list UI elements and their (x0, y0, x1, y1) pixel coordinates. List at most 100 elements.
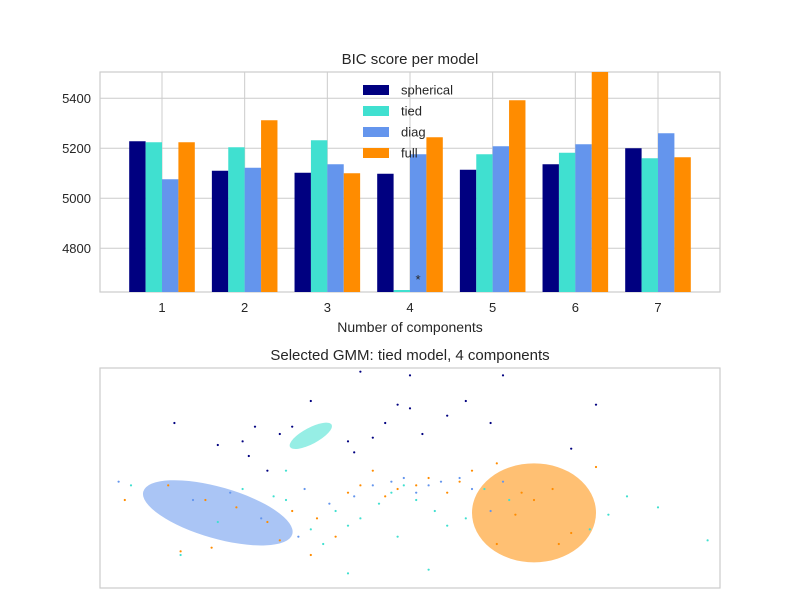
gmm-point (346, 440, 350, 443)
gmm-point (594, 465, 598, 469)
gmm-point (427, 484, 430, 487)
gmm-point (334, 535, 337, 538)
gmm-point (297, 535, 300, 538)
bic-x-tick-label: 5 (489, 300, 496, 315)
gmm-points (117, 370, 709, 575)
bic-bar-diag-2 (244, 167, 262, 292)
gmm-point (446, 414, 449, 417)
legend-label-diag: diag (401, 125, 426, 140)
gmm-point (179, 550, 182, 553)
bic-legend: spherical tied diag full (363, 83, 453, 161)
best-model-marker: * (415, 272, 420, 287)
gmm-point (427, 568, 430, 571)
gmm-point (334, 509, 337, 513)
gmm-point (309, 399, 312, 403)
bic-y-tick-label: 5000 (62, 191, 91, 206)
gmm-point (371, 484, 374, 487)
gmm-point (470, 469, 474, 472)
bic-bar-diag-1 (162, 179, 179, 292)
gmm-point (204, 498, 207, 502)
gmm-point (588, 528, 591, 531)
gmm-point (235, 506, 238, 509)
gmm-point (359, 484, 362, 487)
gmm-point (272, 495, 275, 498)
gmm-point (415, 498, 418, 502)
gmm-point (173, 421, 176, 425)
gmm-point (458, 480, 461, 483)
bic-y-tick-label: 5200 (62, 141, 91, 156)
gmm-point (216, 443, 219, 447)
gmm-point (706, 539, 709, 542)
gmm-point (179, 553, 182, 557)
gmm-point (396, 487, 399, 491)
gmm-point (551, 487, 554, 491)
gmm-point (408, 407, 412, 410)
gmm-point (402, 484, 405, 487)
gmm-point (309, 528, 312, 531)
gmm-point (495, 542, 498, 546)
bic-bar-diag-4 (410, 154, 427, 292)
bic-bar-spherical-4 (377, 173, 394, 292)
bic-bar-tied-3 (310, 140, 328, 292)
gmm-point (247, 454, 250, 458)
gmm-ellipse-1 (289, 422, 332, 449)
gmm-point (328, 502, 331, 505)
gmm-point (625, 495, 629, 498)
gmm-point (464, 399, 467, 403)
gmm-point (421, 432, 424, 436)
gmm-point (446, 524, 449, 527)
gmm-point (464, 517, 467, 520)
gmm-ellipse-0 (142, 480, 293, 546)
bic-x-tick-label: 2 (241, 300, 248, 315)
gmm-point (371, 436, 374, 439)
gmm-point (291, 425, 294, 428)
gmm-point (359, 370, 362, 373)
gmm-point (489, 509, 492, 513)
gmm-point (266, 520, 269, 524)
legend-swatch-spherical (363, 85, 389, 95)
gmm-point (446, 491, 449, 494)
bic-bar-tied-5 (476, 154, 493, 292)
gmm-point (415, 491, 418, 494)
gmm-chart: Selected GMM: tied model, 4 components (99, 347, 721, 589)
gmm-point (495, 462, 498, 465)
gmm-point (315, 517, 319, 520)
gmm-point (266, 469, 269, 472)
gmm-point (353, 451, 356, 454)
gmm-point (260, 517, 263, 520)
gmm-point (501, 480, 505, 483)
bic-bar-full-4 (426, 137, 443, 292)
bic-bar-spherical-7 (625, 148, 642, 292)
bic-chart: BIC score per model 1 2 3 4 5 6 7 4800 5000 5200… (62, 51, 721, 335)
bic-bar-spherical-5 (459, 169, 477, 292)
legend-swatch-diag (363, 127, 389, 137)
bic-bar-full-5 (509, 100, 526, 292)
bic-x-tick-label: 7 (654, 300, 661, 315)
gmm-point (470, 487, 474, 491)
bic-x-tick-label: 3 (324, 300, 331, 315)
gmm-point (427, 476, 430, 480)
gmm-point (408, 374, 412, 377)
bic-bar-spherical-2 (211, 170, 229, 292)
gmm-point (384, 495, 387, 498)
bic-chart-title: BIC score per model (342, 51, 479, 68)
bic-bar-diag-5 (492, 146, 510, 292)
bic-y-tick-label: 4800 (62, 241, 91, 256)
gmm-point (402, 476, 405, 480)
gmm-point (241, 487, 244, 491)
bic-bar-tied-4 (393, 290, 410, 292)
gmm-point (346, 524, 350, 527)
gmm-point (253, 425, 257, 428)
bic-x-tick-label: 6 (572, 300, 579, 315)
bic-bar-full-3 (343, 173, 361, 292)
gmm-point (278, 539, 281, 542)
bic-bar-full-1 (178, 142, 195, 292)
bic-y-tick-label: 5400 (62, 91, 91, 106)
bic-bar-spherical-6 (542, 164, 559, 292)
bic-bar-diag-6 (575, 144, 592, 292)
gmm-point (607, 513, 610, 516)
bic-y-ticks: 4800 5000 5200 5400 (62, 91, 91, 256)
gmm-point (210, 546, 213, 549)
bic-bar-tied-7 (641, 158, 658, 292)
bic-bar-tied-1 (145, 142, 162, 292)
